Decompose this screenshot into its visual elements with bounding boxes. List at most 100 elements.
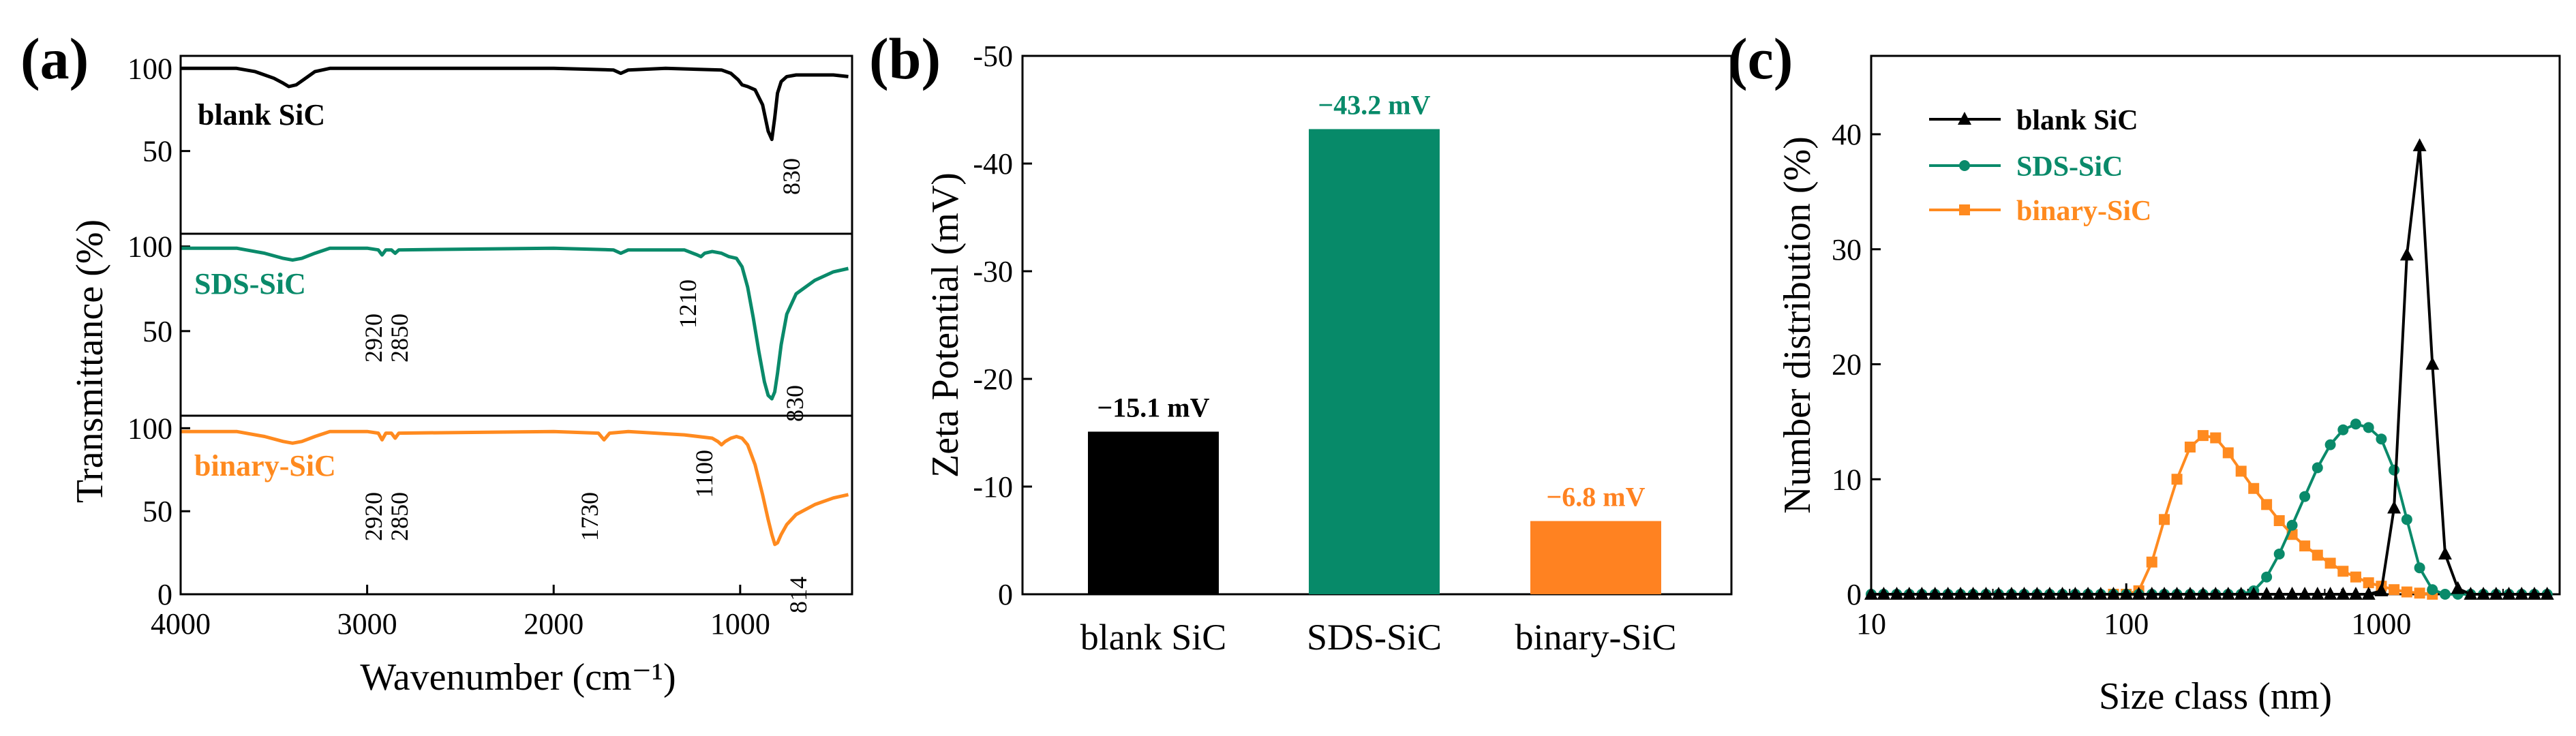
c-marker-triangle <box>2196 587 2210 600</box>
c-marker-triangle <box>1890 587 1904 600</box>
c-marker-circle <box>1959 160 1970 171</box>
c-y-tick-label: 20 <box>1832 348 1862 382</box>
c-marker-circle <box>2312 462 2323 474</box>
a-peak-label: 1730 <box>576 492 603 541</box>
b-bar-value-label: −6.8 mV <box>1547 482 1646 512</box>
c-marker-triangle <box>2093 587 2108 600</box>
a-y-tick-label: 50 <box>142 135 172 168</box>
c-marker-circle <box>2414 562 2425 574</box>
c-marker-triangle <box>2361 587 2376 600</box>
c-marker-triangle <box>2438 546 2452 559</box>
b-y-tick-label: 0 <box>998 578 1013 611</box>
c-marker-circle <box>2427 584 2438 596</box>
c-marker-triangle <box>2170 587 2184 600</box>
b-bar-value-label: −15.1 mV <box>1097 392 1210 423</box>
b-bar <box>1530 521 1661 594</box>
b-y-tick-label: -20 <box>973 363 1013 396</box>
c-marker-triangle <box>2221 587 2235 600</box>
c-marker-square <box>2159 514 2170 525</box>
c-marker-triangle <box>1966 587 1980 600</box>
c-marker-square <box>2184 442 2196 453</box>
c-marker-square <box>2389 584 2400 596</box>
c-marker-circle <box>2376 433 2387 445</box>
c-marker-square <box>2273 515 2285 526</box>
b-category-label: SDS-SiC <box>1307 617 1442 658</box>
c-marker-triangle <box>2310 587 2324 600</box>
c-marker-triangle <box>2515 587 2529 600</box>
c-marker-triangle <box>2030 587 2044 600</box>
c-y-tick-label: 30 <box>1832 233 1862 266</box>
a-x-ticks: 4000 3000 2000 1000 <box>151 585 770 641</box>
c-marker-circle <box>2363 422 2374 433</box>
c-marker-square <box>2337 566 2349 577</box>
c-legend-label: SDS-SiC <box>2016 151 2123 183</box>
a-spectrum-line <box>181 246 849 401</box>
c-marker-triangle <box>2247 587 2261 600</box>
a-spectrum-line <box>181 429 849 547</box>
c-marker-triangle <box>1954 587 1968 600</box>
c-marker-triangle <box>2017 587 2031 600</box>
c-marker-circle <box>2299 491 2311 502</box>
a-peak-label: 2850 <box>386 492 413 541</box>
a-y-ticks: 100 50 100 50 100 50 0 <box>127 52 190 611</box>
c-marker-square <box>2414 587 2425 599</box>
c-marker-triangle <box>1941 587 1955 600</box>
c-marker-triangle <box>2004 587 2018 600</box>
a-peak-label: 2850 <box>386 313 413 363</box>
c-series <box>1864 138 2554 600</box>
a-peak-label: 830 <box>778 158 805 195</box>
c-marker-square <box>2312 549 2323 561</box>
panel-label-a: (a) <box>20 26 89 91</box>
c-marker-triangle <box>2412 138 2427 151</box>
a-x-axis-title: Wavenumber (cm⁻¹) <box>360 656 676 699</box>
c-marker-triangle <box>1864 587 1878 600</box>
a-peak-label: 814 <box>785 577 812 613</box>
c-marker-triangle <box>2348 587 2363 600</box>
c-y-tick-label: 10 <box>1832 463 1862 496</box>
c-marker-triangle <box>2183 587 2197 600</box>
b-y-tick-label: -10 <box>973 470 1013 504</box>
c-marker-triangle <box>2464 587 2478 600</box>
c-marker-triangle <box>1915 587 1929 600</box>
c-marker-circle <box>2324 439 2336 450</box>
b-y-tick-label: -40 <box>973 147 1013 181</box>
panel-label-c: (c) <box>1728 26 1793 91</box>
c-marker-triangle <box>2527 587 2541 600</box>
a-peak-label: 2920 <box>360 313 387 363</box>
c-x-tick-label: 100 <box>2104 607 2149 641</box>
a-y-axis-title: Transmittance (%) <box>69 219 111 503</box>
a-x-tick-label: 4000 <box>151 607 211 641</box>
c-marker-square <box>2363 577 2374 589</box>
c-marker-triangle <box>2145 587 2159 600</box>
c-y-axis-title: Number distribution (%) <box>1776 136 1819 514</box>
a-peak-label: 1100 <box>691 450 718 498</box>
c-marker-triangle <box>2119 587 2134 600</box>
a-series-label-sds: SDS-SiC <box>194 267 306 301</box>
c-marker-square <box>2401 586 2412 598</box>
c-marker-circle <box>2261 571 2273 583</box>
c-series-line <box>1871 423 2547 596</box>
c-marker-triangle <box>2502 587 2516 600</box>
a-x-tick-label: 2000 <box>524 607 584 641</box>
b-y-ticks: 0 -10 -20 -30 -40 -50 <box>973 40 1032 611</box>
c-marker-square <box>2235 465 2247 477</box>
c-marker-square <box>2248 482 2260 494</box>
c-marker-triangle <box>2323 587 2337 600</box>
a-y-tick-label: 100 <box>127 52 172 85</box>
c-marker-triangle <box>2425 356 2440 370</box>
c-marker-triangle <box>1991 587 2005 600</box>
b-bars: −15.1 mV blank SiC −43.2 mV SDS-SiC −6.8 mV b… <box>1080 89 1677 658</box>
a-series-label-binary: binary-SiC <box>194 449 336 482</box>
b-bar <box>1309 129 1440 594</box>
c-marker-circle <box>2273 548 2285 559</box>
c-marker-triangle <box>2476 587 2491 600</box>
c-marker-triangle <box>2260 587 2274 600</box>
c-marker-square <box>2261 499 2273 510</box>
a-subplot-frame <box>179 232 853 417</box>
c-marker-triangle <box>2042 587 2057 600</box>
c-marker-triangle <box>2055 587 2070 600</box>
b-y-tick-label: -50 <box>973 40 1013 73</box>
